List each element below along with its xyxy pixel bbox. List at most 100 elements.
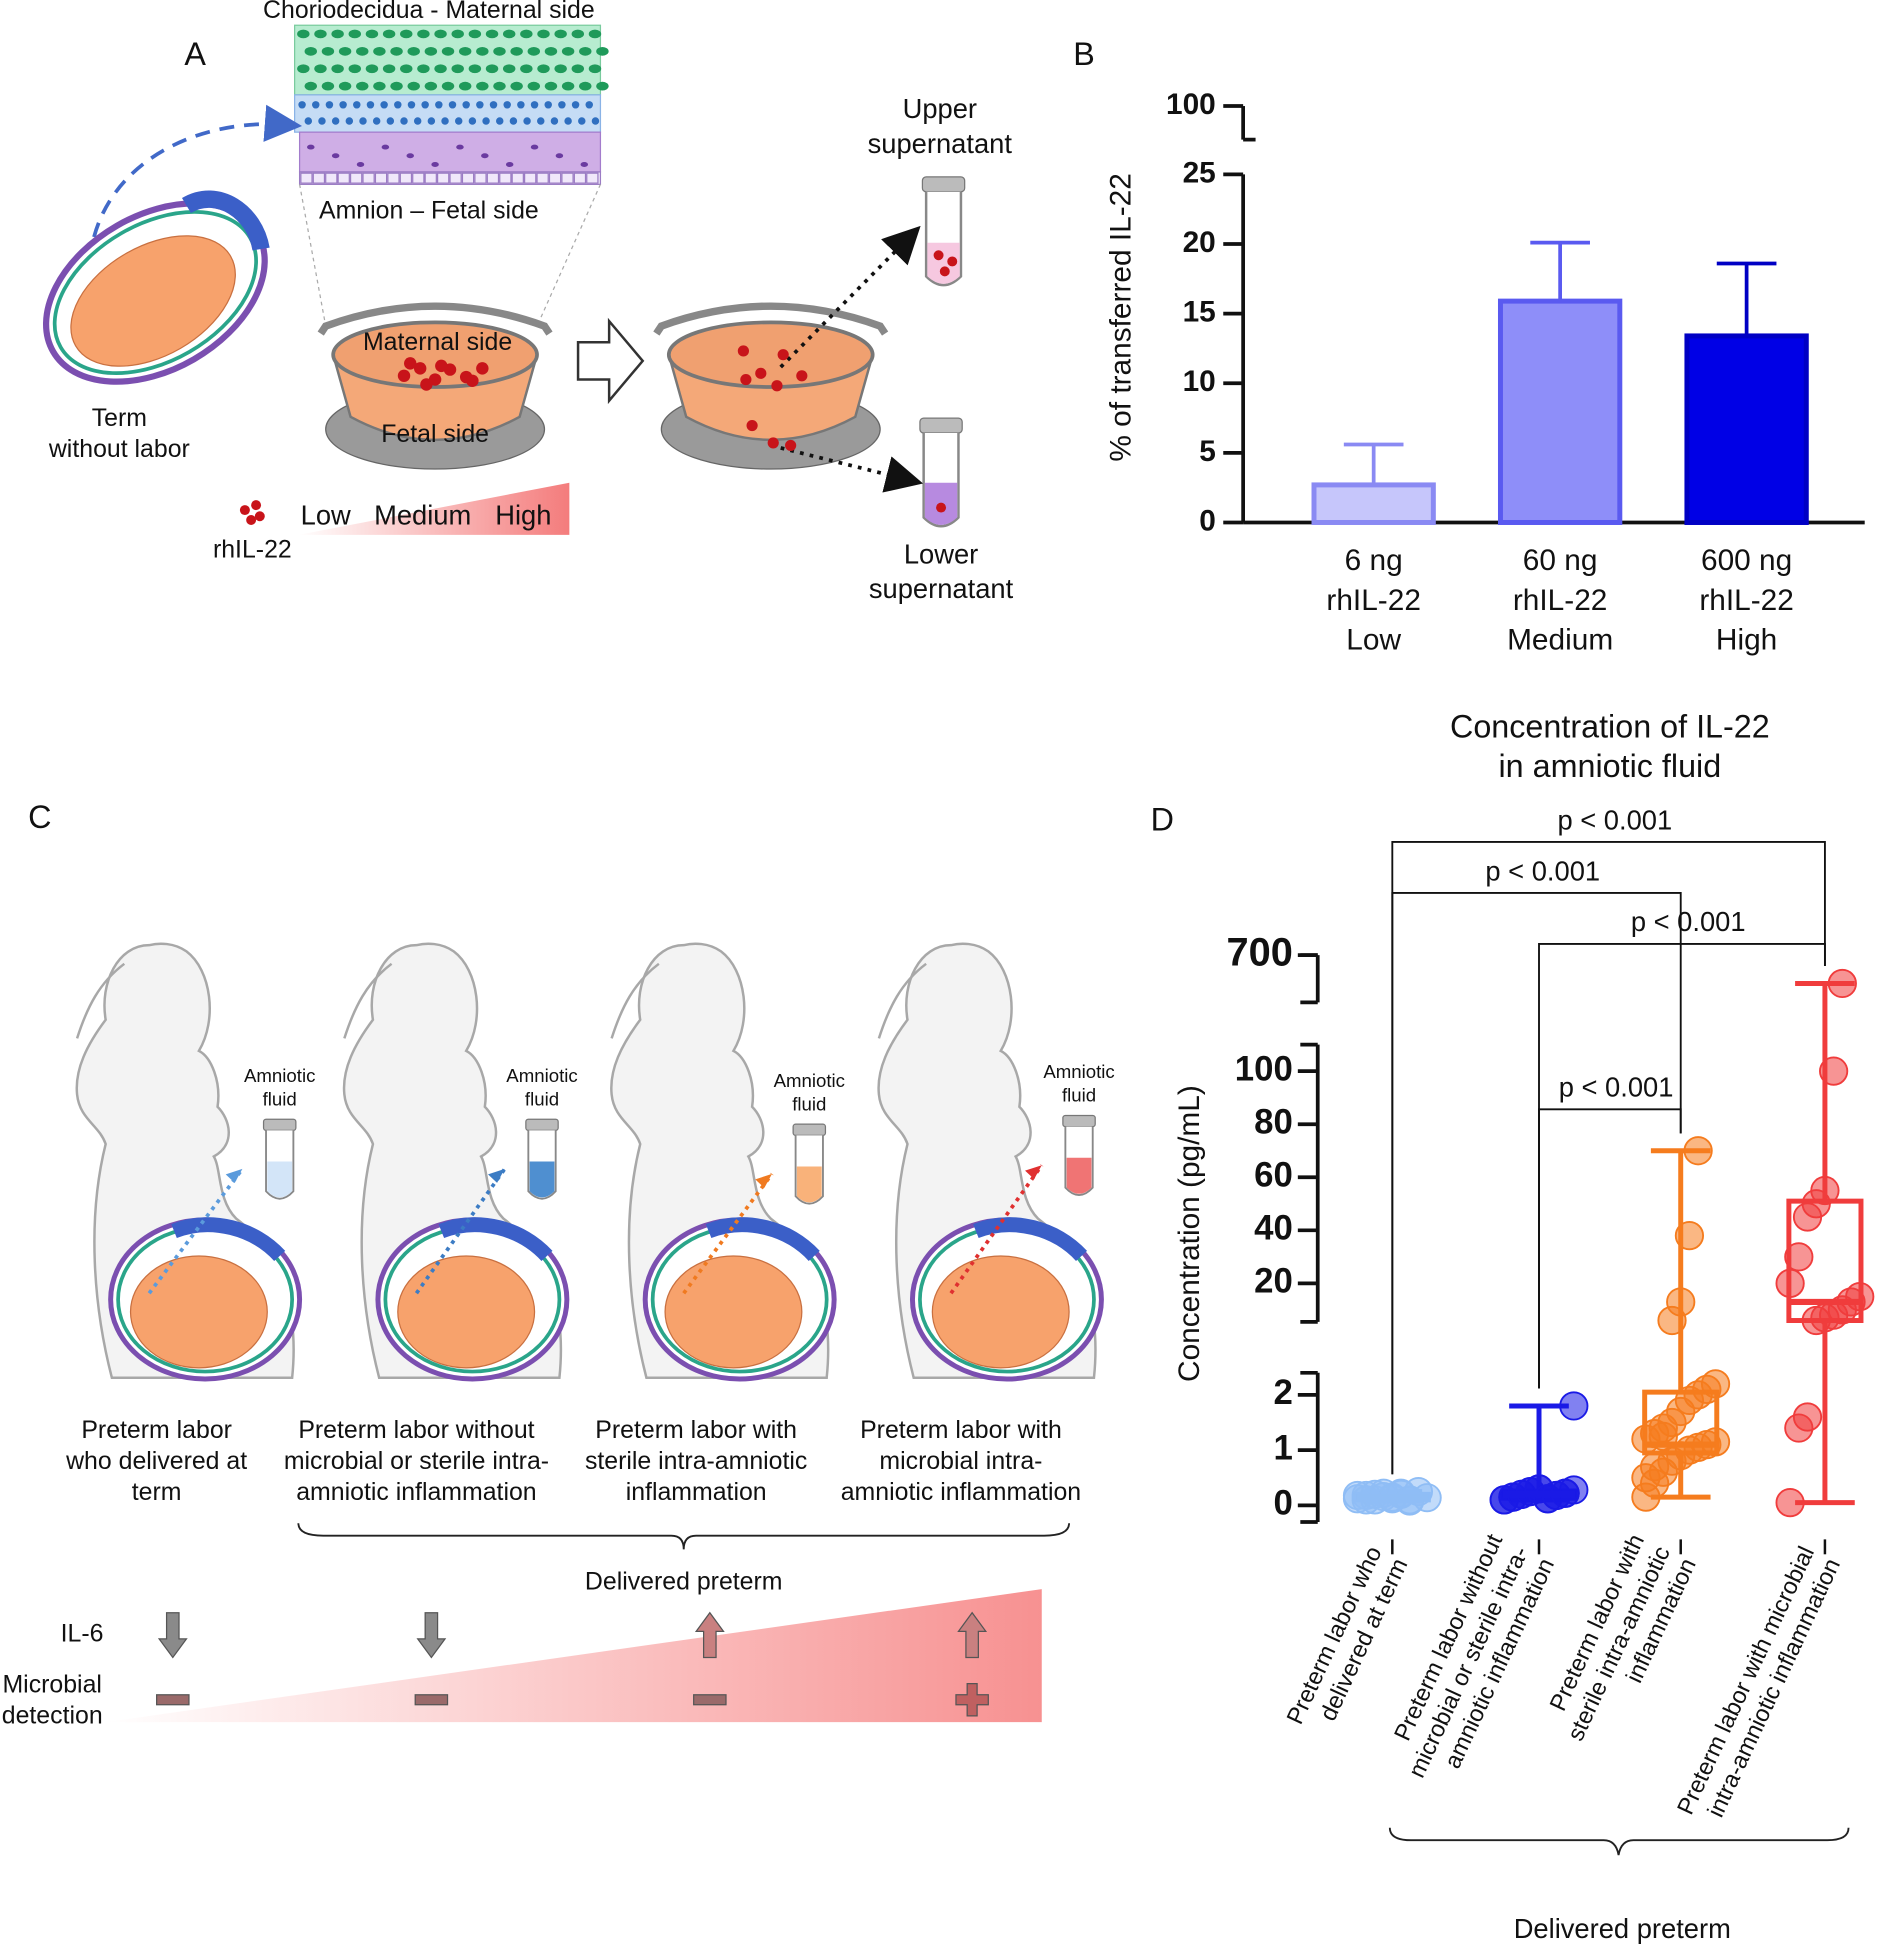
cell	[366, 101, 375, 109]
arrow-down	[157, 1612, 188, 1659]
cell	[356, 46, 369, 56]
cell	[372, 117, 381, 125]
brace	[297, 1523, 1071, 1550]
cell	[365, 29, 379, 39]
cell	[325, 172, 338, 184]
cell	[523, 117, 531, 125]
ponytail	[877, 962, 927, 1039]
cell	[571, 101, 580, 109]
cell	[461, 172, 475, 184]
cell	[399, 172, 413, 184]
cell	[434, 29, 447, 39]
cell	[300, 172, 313, 184]
p-value: p < 0.001	[1557, 804, 1672, 835]
tube-label: Upper	[903, 93, 977, 124]
cell	[476, 101, 484, 109]
cell	[390, 46, 403, 56]
layer-label: Choriodecidua - Maternal side	[263, 0, 595, 24]
y-tick-label: 1	[1274, 1428, 1293, 1467]
y-tick-label: 700	[1227, 931, 1293, 975]
protein-dot	[785, 439, 797, 452]
y-tick-label: 10	[1183, 365, 1216, 398]
fluid-label: Amniotic	[774, 1070, 845, 1091]
cell	[554, 29, 567, 39]
cell	[550, 117, 559, 125]
cell	[510, 46, 523, 56]
p-value: p < 0.001	[1631, 906, 1746, 937]
placenta	[705, 1217, 820, 1262]
protein-dot	[420, 378, 433, 391]
data-point	[1775, 1268, 1805, 1298]
dotted-arrow	[949, 1164, 1044, 1295]
cell	[502, 29, 516, 39]
cell	[561, 81, 575, 91]
cell	[523, 172, 537, 184]
cell	[417, 29, 430, 39]
cell	[481, 153, 489, 159]
fluid-label: Amniotic	[1043, 1061, 1114, 1082]
group-caption: sterile intra-amniotic	[585, 1447, 807, 1475]
cell	[537, 29, 550, 39]
cell	[451, 29, 464, 39]
cell	[297, 29, 310, 39]
y-tick-label: 40	[1254, 1209, 1293, 1248]
cell	[359, 117, 367, 125]
y-tick-label: 100	[1235, 1049, 1293, 1088]
group-caption: amniotic inflammation	[296, 1478, 536, 1506]
cell	[564, 117, 572, 125]
cell	[312, 172, 326, 184]
y-tick-label: 60	[1254, 1155, 1293, 1194]
fluid-label: fluid	[792, 1093, 826, 1114]
protein-dot	[796, 370, 808, 382]
arrow-up	[957, 1611, 988, 1659]
cell	[394, 101, 402, 109]
data-point	[1810, 1175, 1840, 1206]
protein-dot	[755, 367, 767, 379]
group-caption: Preterm labor with	[595, 1416, 797, 1444]
cell	[596, 81, 609, 91]
cell	[505, 161, 514, 167]
protein-dot	[939, 266, 950, 277]
cell	[537, 64, 550, 74]
x-tick-label: rhIL-22	[1513, 584, 1608, 617]
severity-gradient	[105, 1589, 1042, 1723]
fluid-label: fluid	[525, 1088, 559, 1109]
y-tick-label: 5	[1199, 435, 1216, 468]
amnion-layer	[298, 131, 602, 173]
zoom-line	[536, 184, 602, 327]
chart-title: in amniotic fluid	[1499, 748, 1722, 784]
cell	[537, 117, 545, 125]
cell	[476, 81, 489, 91]
cell	[413, 117, 422, 125]
cell	[362, 172, 375, 184]
group-caption: amniotic inflammation	[841, 1478, 1081, 1506]
row-label: IL-6	[61, 1620, 104, 1648]
fetus	[397, 1255, 536, 1369]
x-tick-label: 60 ng	[1523, 544, 1598, 577]
cell	[578, 117, 586, 125]
cell	[424, 172, 437, 184]
cell	[571, 29, 585, 39]
cell	[458, 46, 472, 56]
cell	[579, 81, 592, 91]
ponytail	[610, 962, 660, 1039]
placenta	[438, 1217, 553, 1262]
cell	[588, 64, 602, 74]
cell	[448, 101, 457, 109]
cell	[412, 172, 425, 184]
cell	[339, 101, 347, 109]
group-caption: microbial or sterile intra-	[284, 1447, 549, 1475]
data-point	[1683, 1136, 1713, 1166]
arrow-up	[694, 1611, 725, 1659]
cell	[462, 101, 470, 109]
cell	[456, 144, 464, 150]
arrow-head	[755, 1173, 772, 1188]
cell	[390, 81, 403, 91]
cell	[400, 117, 408, 125]
x-tick-label: 600 ng	[1701, 544, 1792, 577]
protein-dot	[746, 419, 758, 432]
cell	[427, 117, 436, 125]
y-tick-label: 2	[1274, 1373, 1293, 1412]
significance-bracket	[1391, 841, 1826, 1475]
cell	[421, 101, 429, 109]
